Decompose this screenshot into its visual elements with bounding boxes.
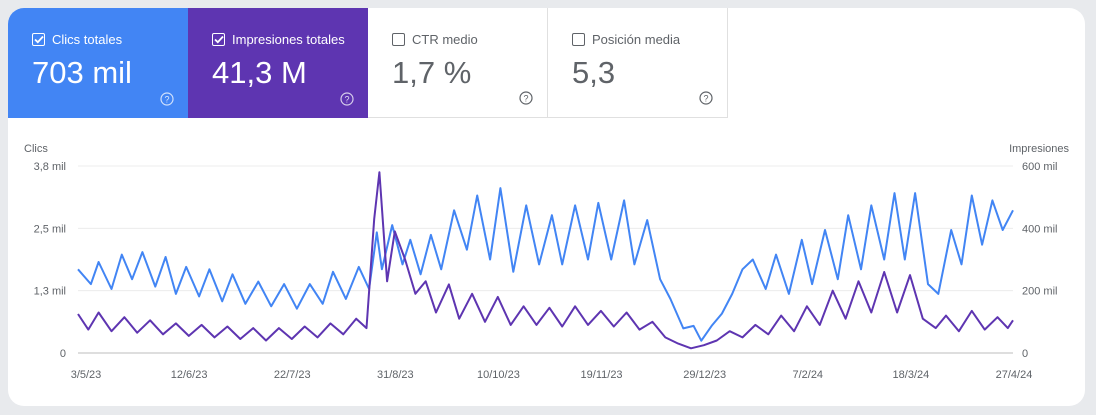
x-axis-tick-label: 10/10/23 [477, 369, 520, 381]
right-axis-label: Impresiones [1009, 143, 1069, 155]
left-axis-ticks: 0 1,3 mil 2,5 mil 3,8 mil [34, 161, 66, 360]
svg-text:?: ? [703, 93, 708, 103]
x-axis-tick-label: 27/4/24 [996, 369, 1033, 381]
check-icon [213, 35, 224, 44]
x-axis-ticks: 3/5/23 12/6/23 22/7/23 31/8/23 10/10/23 19/11… [71, 369, 1033, 381]
metric-tiles: Clics totales 703 mil ? Impresiones tota… [8, 8, 728, 118]
series-line-clicks [77, 187, 1014, 342]
checkbox-checked[interactable] [212, 33, 225, 46]
right-axis-tick-label: 0 [1022, 348, 1028, 360]
x-axis-tick-label: 12/6/23 [171, 369, 208, 381]
left-axis-tick-label: 3,8 mil [34, 161, 66, 173]
chart-gridlines [78, 165, 1013, 354]
tile-average-position[interactable]: Posición media 5,3 ? [548, 8, 728, 118]
tile-total-impressions[interactable]: Impresiones totales 41,3 M ? [188, 8, 368, 118]
x-axis-tick-label: 18/3/24 [893, 369, 930, 381]
tile-value: 5,3 [572, 55, 616, 90]
performance-card: Clics totales 703 mil ? Impresiones tota… [8, 8, 1085, 406]
checkbox-unchecked[interactable] [572, 33, 585, 46]
performance-chart: Clics Impresiones 0 1,3 mil 2,5 mil 3,8 mil… [24, 143, 1069, 381]
left-axis-label: Clics [24, 143, 48, 155]
tile-value: 703 mil [32, 55, 132, 90]
x-axis-tick-label: 19/11/23 [581, 369, 623, 381]
tile-average-ctr[interactable]: CTR medio 1,7 % ? [368, 8, 548, 118]
svg-text:?: ? [344, 94, 349, 104]
x-axis-tick-label: 7/2/24 [792, 369, 823, 381]
tile-total-clicks[interactable]: Clics totales 703 mil ? [8, 8, 188, 118]
right-axis-tick-label: 200 mil [1022, 286, 1057, 298]
left-axis-tick-label: 0 [60, 348, 66, 360]
right-axis-tick-label: 600 mil [1022, 161, 1057, 173]
tile-label-row: Clics totales [32, 32, 122, 47]
left-axis-tick-label: 1,3 mil [34, 286, 66, 298]
checkbox-unchecked[interactable] [392, 33, 405, 46]
help-icon[interactable]: ? [340, 92, 354, 106]
left-axis-tick-label: 2,5 mil [34, 223, 66, 235]
help-icon[interactable]: ? [160, 92, 174, 106]
tile-value: 41,3 M [212, 55, 307, 90]
help-icon[interactable]: ? [699, 91, 713, 105]
x-axis-tick-label: 3/5/23 [71, 369, 102, 381]
right-axis-ticks: 0 200 mil 400 mil 600 mil [1022, 161, 1057, 360]
check-icon [33, 35, 44, 44]
x-axis-tick-label: 31/8/23 [377, 369, 414, 381]
right-axis-tick-label: 400 mil [1022, 223, 1057, 235]
checkbox-checked[interactable] [32, 33, 45, 46]
tile-label-row: Impresiones totales [212, 32, 345, 47]
series-line-impressions [77, 171, 1014, 350]
svg-text:?: ? [523, 93, 528, 103]
help-icon[interactable]: ? [519, 91, 533, 105]
tile-label-row: CTR medio [392, 32, 478, 47]
svg-text:?: ? [164, 94, 169, 104]
tile-label-row: Posición media [572, 32, 680, 47]
tile-value: 1,7 % [392, 55, 472, 90]
x-axis-tick-label: 29/12/23 [683, 369, 726, 381]
x-axis-tick-label: 22/7/23 [274, 369, 311, 381]
